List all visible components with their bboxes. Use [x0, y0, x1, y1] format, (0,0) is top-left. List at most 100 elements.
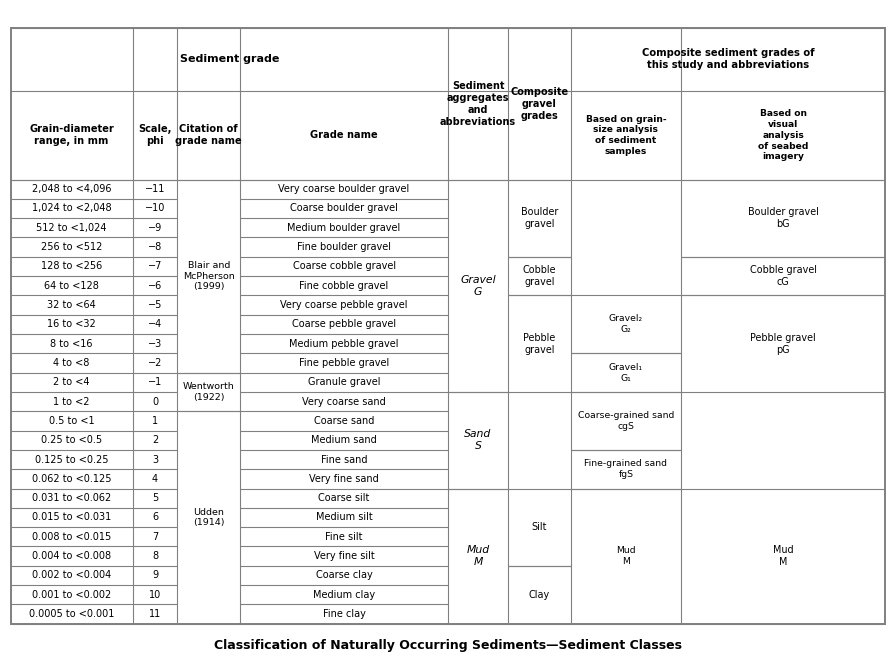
Text: −3: −3 — [148, 339, 162, 348]
Text: 1,024 to <2,048: 1,024 to <2,048 — [32, 203, 111, 213]
Text: −6: −6 — [148, 280, 162, 291]
Text: Coarse pebble gravel: Coarse pebble gravel — [292, 319, 396, 329]
Text: 3: 3 — [152, 455, 158, 465]
Text: −11: −11 — [145, 184, 165, 194]
Text: 4 to <8: 4 to <8 — [54, 358, 90, 368]
Text: Sand
S: Sand S — [464, 429, 492, 451]
Text: Coarse-grained sand
cgS: Coarse-grained sand cgS — [578, 411, 674, 431]
Text: Mud
M: Mud M — [616, 546, 635, 566]
Text: Sediment
aggregates
and
abbreviations: Sediment aggregates and abbreviations — [440, 81, 516, 127]
Text: −1: −1 — [148, 378, 162, 387]
Text: −7: −7 — [148, 261, 162, 271]
Text: Mud
M: Mud M — [772, 545, 794, 567]
Text: Sediment grade: Sediment grade — [180, 54, 279, 65]
Text: 32 to <64: 32 to <64 — [47, 300, 96, 310]
Text: Coarse cobble gravel: Coarse cobble gravel — [292, 261, 396, 271]
Text: Gravel
G: Gravel G — [461, 275, 495, 297]
Text: Based on grain-
size analysis
of sediment
samples: Based on grain- size analysis of sedimen… — [586, 115, 666, 156]
Text: Gravel₂
G₂: Gravel₂ G₂ — [608, 314, 643, 334]
Text: Medium pebble gravel: Medium pebble gravel — [289, 339, 399, 348]
Text: 0.002 to <0.004: 0.002 to <0.004 — [32, 570, 111, 580]
Text: 8 to <16: 8 to <16 — [50, 339, 93, 348]
Text: 256 to <512: 256 to <512 — [41, 242, 102, 252]
Text: Very fine sand: Very fine sand — [309, 474, 379, 484]
Text: Wentworth
(1922): Wentworth (1922) — [183, 382, 235, 402]
Text: Pebble gravel
pG: Pebble gravel pG — [750, 333, 816, 354]
Text: Very coarse pebble gravel: Very coarse pebble gravel — [280, 300, 408, 310]
Text: Medium boulder gravel: Medium boulder gravel — [288, 223, 401, 233]
Text: Medium silt: Medium silt — [315, 512, 373, 523]
Text: 0.5 to <1: 0.5 to <1 — [49, 416, 94, 426]
Text: 64 to <128: 64 to <128 — [44, 280, 99, 291]
Text: Very fine silt: Very fine silt — [314, 551, 375, 561]
Text: −2: −2 — [148, 358, 162, 368]
Text: Fine pebble gravel: Fine pebble gravel — [299, 358, 389, 368]
Text: Cobble
gravel: Cobble gravel — [522, 265, 556, 287]
Text: Fine boulder gravel: Fine boulder gravel — [297, 242, 391, 252]
Text: Classification of Naturally Occurring Sediments—Sediment Classes: Classification of Naturally Occurring Se… — [214, 639, 682, 652]
Text: Silt: Silt — [531, 522, 547, 532]
Text: 128 to <256: 128 to <256 — [41, 261, 102, 271]
Text: Mud
M: Mud M — [467, 545, 489, 567]
Text: Fine-grained sand
fgS: Fine-grained sand fgS — [584, 459, 668, 479]
Text: 512 to <1,024: 512 to <1,024 — [37, 223, 107, 233]
Text: 16 to <32: 16 to <32 — [47, 319, 96, 329]
Text: 0.25 to <0.5: 0.25 to <0.5 — [41, 435, 102, 446]
Text: Scale,
phi: Scale, phi — [138, 124, 172, 147]
Text: Granule gravel: Granule gravel — [308, 378, 380, 387]
Text: −4: −4 — [148, 319, 162, 329]
Text: Medium sand: Medium sand — [311, 435, 377, 446]
Text: 0: 0 — [152, 397, 158, 407]
Text: Based on
visual
analysis
of seabed
imagery: Based on visual analysis of seabed image… — [758, 110, 808, 161]
Text: Boulder
gravel: Boulder gravel — [521, 207, 558, 229]
Text: Coarse silt: Coarse silt — [318, 493, 370, 503]
Text: Grade name: Grade name — [310, 130, 378, 141]
Text: −9: −9 — [148, 223, 162, 233]
Text: Fine silt: Fine silt — [325, 532, 363, 542]
Text: 11: 11 — [149, 609, 161, 619]
Text: 0.015 to <0.031: 0.015 to <0.031 — [32, 512, 111, 523]
Text: 2,048 to <4,096: 2,048 to <4,096 — [32, 184, 111, 194]
Text: Very coarse boulder gravel: Very coarse boulder gravel — [279, 184, 409, 194]
Text: 0.004 to <0.008: 0.004 to <0.008 — [32, 551, 111, 561]
Text: Blair and
McPherson
(1999): Blair and McPherson (1999) — [183, 261, 235, 291]
Text: Medium clay: Medium clay — [313, 590, 375, 600]
Text: Grain-diameter
range, in mm: Grain-diameter range, in mm — [30, 124, 114, 147]
Text: 4: 4 — [152, 474, 158, 484]
Text: Coarse boulder gravel: Coarse boulder gravel — [290, 203, 398, 213]
Text: Very coarse sand: Very coarse sand — [302, 397, 386, 407]
Text: 0.0005 to <0.001: 0.0005 to <0.001 — [29, 609, 115, 619]
Text: 1 to <2: 1 to <2 — [54, 397, 90, 407]
Text: −8: −8 — [148, 242, 162, 252]
Text: Coarse clay: Coarse clay — [315, 570, 373, 580]
Text: 0.062 to <0.125: 0.062 to <0.125 — [32, 474, 111, 484]
Text: 10: 10 — [149, 590, 161, 600]
Text: Pebble
gravel: Pebble gravel — [523, 333, 556, 354]
Text: Cobble gravel
cG: Cobble gravel cG — [750, 265, 816, 287]
Text: 9: 9 — [152, 570, 158, 580]
Text: 5: 5 — [152, 493, 158, 503]
Text: Fine cobble gravel: Fine cobble gravel — [299, 280, 389, 291]
Text: 2 to <4: 2 to <4 — [54, 378, 90, 387]
Text: Gravel₁
G₁: Gravel₁ G₁ — [608, 363, 643, 383]
Text: Boulder gravel
bG: Boulder gravel bG — [747, 207, 819, 229]
Text: Fine sand: Fine sand — [321, 455, 367, 465]
Text: Fine clay: Fine clay — [323, 609, 366, 619]
Text: Clay: Clay — [529, 590, 550, 600]
Text: Coarse sand: Coarse sand — [314, 416, 375, 426]
Text: 6: 6 — [152, 512, 158, 523]
Text: 8: 8 — [152, 551, 158, 561]
Text: −10: −10 — [145, 203, 165, 213]
Text: 0.031 to <0.062: 0.031 to <0.062 — [32, 493, 111, 503]
Text: Composite
gravel
grades: Composite gravel grades — [511, 86, 568, 121]
Text: Citation of
grade name: Citation of grade name — [176, 124, 242, 147]
Text: 1: 1 — [152, 416, 158, 426]
Text: Composite sediment grades of
this study and abbreviations: Composite sediment grades of this study … — [642, 48, 814, 71]
Text: 0.008 to <0.015: 0.008 to <0.015 — [32, 532, 111, 542]
Text: −5: −5 — [148, 300, 162, 310]
Text: 0.125 to <0.25: 0.125 to <0.25 — [35, 455, 108, 465]
Text: 7: 7 — [152, 532, 158, 542]
Text: 2: 2 — [152, 435, 158, 446]
Text: 0.001 to <0.002: 0.001 to <0.002 — [32, 590, 111, 600]
Text: Udden
(1914): Udden (1914) — [193, 508, 225, 527]
